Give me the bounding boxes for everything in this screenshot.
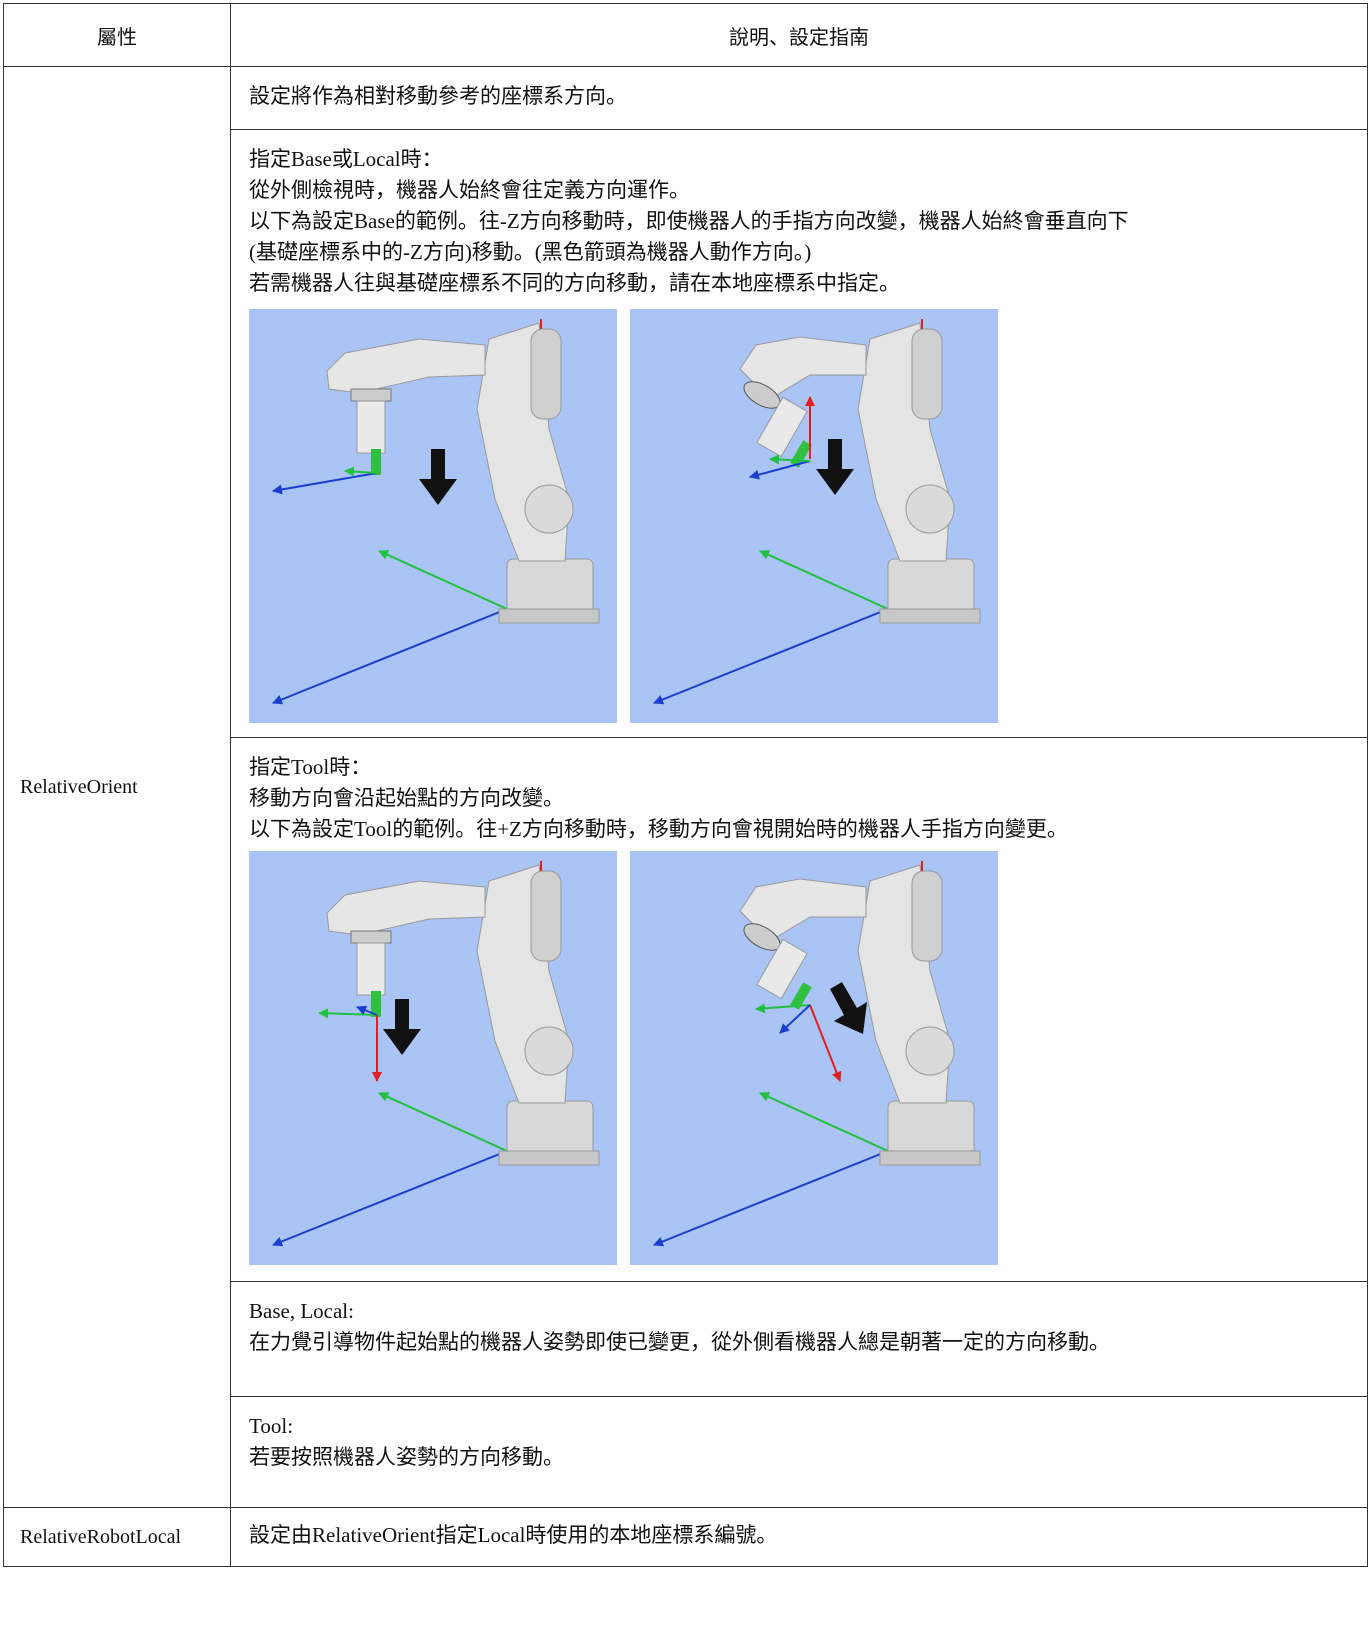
text-line: 移動方向會沿起始點的方向改變。 xyxy=(249,786,564,810)
description-cell: Base, Local: 在力覺引導物件起始點的機器人姿勢即使已變更，從外側看機器… xyxy=(230,1281,1368,1397)
text-line: 設定由RelativeOrient指定Local時使用的本地座標系編號。 xyxy=(249,1523,778,1547)
text-block: 指定Base或Local時： 從外側檢視時，機器人始終會往定義方向運作。以下為設定… xyxy=(249,144,1351,299)
header-row: 屬性 說明、設定指南 xyxy=(3,3,1368,67)
text-line: 以下為設定Base的範例。往-Z方向移動時，即使機器人的手指方向改變，機器人始終… xyxy=(249,209,1129,233)
text-line: 設定將作為相對移動參考的座標系方向。 xyxy=(249,84,627,108)
text-line: Tool: xyxy=(249,1414,294,1438)
text-line: 若需機器人往與基礎座標系不同的方向移動，請在本地座標系中指定。 xyxy=(249,271,900,295)
text-block: 指定Tool時： 移動方向會沿起始點的方向改變。以下為設定Tool的範例。往+Z方… xyxy=(249,752,1351,845)
description-cell: 指定Tool時： 移動方向會沿起始點的方向改變。以下為設定Tool的範例。往+Z方… xyxy=(230,737,1368,1282)
robot-illustration xyxy=(630,849,998,1267)
illustrations xyxy=(249,309,1351,723)
illustrations xyxy=(249,849,1351,1267)
text-line: 指定Base或Local時： xyxy=(249,147,443,171)
description-cell: 設定將作為相對移動參考的座標系方向。 xyxy=(230,66,1368,130)
header-cell: 說明、設定指南 xyxy=(230,3,1368,67)
text-line: 指定Tool時： xyxy=(249,755,372,779)
text-line: 以下為設定Tool的範例。往+Z方向移動時，移動方向會視開始時的機器人手指方向變… xyxy=(249,817,1068,841)
description-cell: 指定Base或Local時： 從外側檢視時，機器人始終會往定義方向運作。以下為設定… xyxy=(230,129,1368,738)
property-name: RelativeRobotLocal xyxy=(3,1507,231,1567)
text-line: 在力覺引導物件起始點的機器人姿勢即使已變更，從外側看機器人總是朝著一定的方向移動… xyxy=(249,1330,1110,1354)
text-line: Base, Local: xyxy=(249,1299,354,1323)
robot-illustration xyxy=(630,309,998,723)
description-cell: Tool: 若要按照機器人姿勢的方向移動。 xyxy=(230,1396,1368,1508)
text-line: 若要按照機器人姿勢的方向移動。 xyxy=(249,1445,564,1469)
text-line: (基礎座標系中的-Z方向)移動。(黑色箭頭為機器人動作方向。) xyxy=(249,240,812,264)
robot-illustration xyxy=(249,849,617,1267)
description-cell: 設定由RelativeOrient指定Local時使用的本地座標系編號。 xyxy=(230,1507,1368,1567)
text-line: 從外側檢視時，機器人始終會往定義方向運作。 xyxy=(249,178,690,202)
header-cell: 屬性 xyxy=(3,3,231,67)
robot-illustration xyxy=(249,309,617,723)
property-table: 屬性 說明、設定指南 RelativeOrient 設定將作為相對移動參考的座標… xyxy=(3,3,1368,1567)
property-name: RelativeOrient xyxy=(3,66,231,1508)
